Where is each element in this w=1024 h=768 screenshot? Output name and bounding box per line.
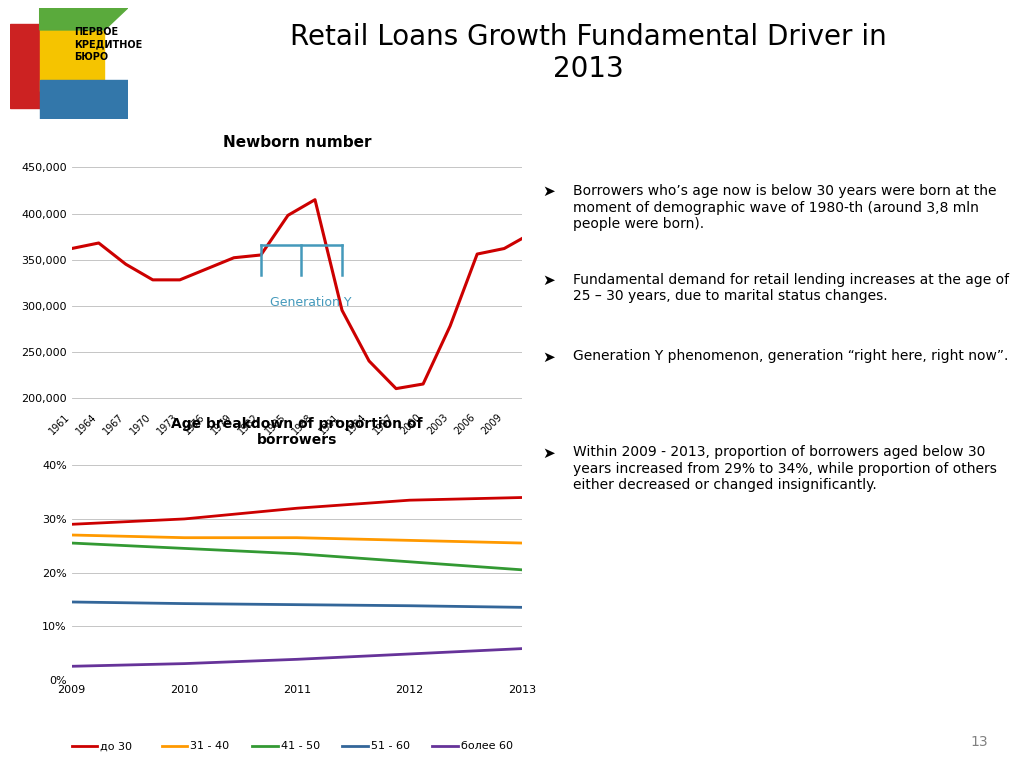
до 30 xyxy=(516,493,528,502)
51 - 60 xyxy=(403,601,416,611)
31 - 40 xyxy=(516,538,528,548)
41 - 50 xyxy=(291,549,303,558)
51 - 60 xyxy=(291,600,303,609)
Text: до 30: до 30 xyxy=(100,741,132,752)
Bar xyxy=(40,30,104,91)
Text: более 60: более 60 xyxy=(461,741,513,752)
до 30 xyxy=(178,515,190,524)
более 60 xyxy=(66,662,78,671)
31 - 40 xyxy=(178,533,190,542)
Text: ➤: ➤ xyxy=(543,184,555,200)
Text: Fundamental demand for retail lending increases at the age of 25 – 30 years, due: Fundamental demand for retail lending in… xyxy=(573,273,1010,303)
более 60 xyxy=(178,659,190,668)
Line: 51 - 60: 51 - 60 xyxy=(72,602,522,607)
Text: Generation Y: Generation Y xyxy=(269,296,351,309)
51 - 60 xyxy=(66,598,78,607)
Text: ➤: ➤ xyxy=(543,273,555,288)
Text: 41 - 50: 41 - 50 xyxy=(281,741,319,752)
до 30 xyxy=(66,520,78,529)
Text: Retail Loans Growth Fundamental Driver in
2013: Retail Loans Growth Fundamental Driver i… xyxy=(291,23,887,84)
41 - 50 xyxy=(403,558,416,567)
Line: 31 - 40: 31 - 40 xyxy=(72,535,522,543)
Text: Borrowers who’s age now is below 30 years were born at the moment of demographic: Borrowers who’s age now is below 30 year… xyxy=(573,184,997,230)
Text: ➤: ➤ xyxy=(543,349,555,365)
более 60 xyxy=(403,650,416,659)
41 - 50 xyxy=(66,538,78,548)
31 - 40 xyxy=(403,536,416,545)
Text: Generation Y phenomenon, generation “right here, right now”.: Generation Y phenomenon, generation “rig… xyxy=(573,349,1009,363)
до 30 xyxy=(403,495,416,505)
Bar xyxy=(40,80,128,119)
Text: Within 2009 - 2013, proportion of borrowers aged below 30 years increased from 2: Within 2009 - 2013, proportion of borrow… xyxy=(573,445,997,492)
Title: Newborn number: Newborn number xyxy=(222,134,372,150)
до 30 xyxy=(291,504,303,513)
Title: Age breakdown of proportion of
borrowers: Age breakdown of proportion of borrowers xyxy=(171,416,423,447)
31 - 40 xyxy=(66,531,78,540)
41 - 50 xyxy=(516,565,528,574)
Line: более 60: более 60 xyxy=(72,649,522,667)
31 - 40 xyxy=(291,533,303,542)
Text: ➤: ➤ xyxy=(543,445,555,461)
Text: 13: 13 xyxy=(971,735,988,749)
Polygon shape xyxy=(40,8,128,30)
более 60 xyxy=(516,644,528,654)
Line: 41 - 50: 41 - 50 xyxy=(72,543,522,570)
Text: ПЕРВОЕ
КРЕДИТНОЕ
БЮРО: ПЕРВОЕ КРЕДИТНОЕ БЮРО xyxy=(74,27,142,61)
Line: до 30: до 30 xyxy=(72,498,522,525)
51 - 60 xyxy=(516,603,528,612)
Bar xyxy=(10,25,87,108)
более 60 xyxy=(291,654,303,664)
Text: 51 - 60: 51 - 60 xyxy=(371,741,410,752)
51 - 60 xyxy=(178,599,190,608)
Text: 31 - 40: 31 - 40 xyxy=(190,741,229,752)
41 - 50 xyxy=(178,544,190,553)
